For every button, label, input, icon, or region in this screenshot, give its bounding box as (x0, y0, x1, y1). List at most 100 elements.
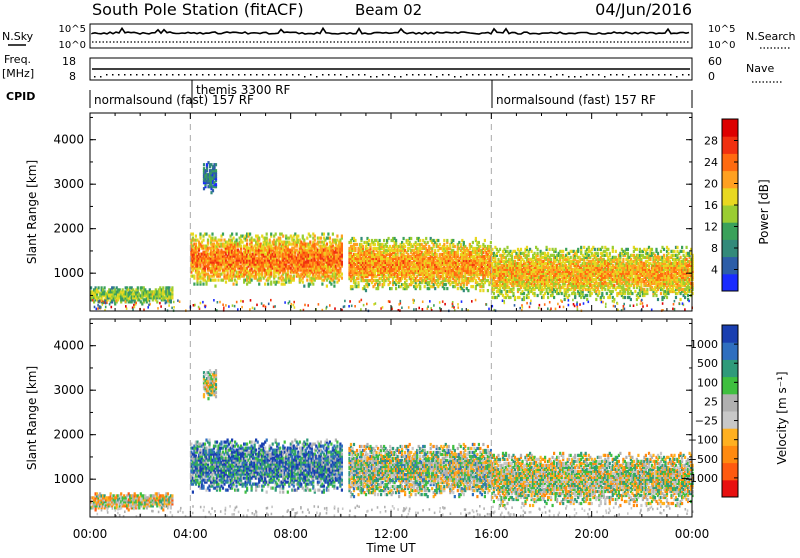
echo-cell (443, 239, 445, 242)
freq-panel: Freq. [MHz] 18 8 60 0 Nave (2, 53, 782, 83)
nave-dot (178, 74, 180, 76)
echo-cell (275, 233, 277, 236)
echo-cell (443, 287, 445, 290)
echo-cell (365, 289, 367, 292)
echo-cell (443, 243, 445, 246)
nave-dot (478, 74, 480, 76)
nave-dot (274, 74, 276, 76)
nsearch-tick-bottom: 10^0 (708, 40, 735, 51)
freq-label: Freq. (4, 53, 31, 66)
echo-cell (222, 233, 224, 236)
echo-cell (258, 283, 260, 286)
echo-cell (333, 281, 335, 284)
echo-cell (482, 289, 484, 292)
echo-cell (266, 233, 268, 236)
echo-cell (427, 241, 429, 244)
echo-cell (537, 294, 539, 297)
nave-dot (148, 74, 150, 76)
echo-cell (379, 281, 381, 284)
nave-dot (208, 74, 210, 76)
echo-cell (388, 237, 390, 240)
echo-cell (269, 239, 271, 242)
nave-dot (598, 74, 600, 76)
echo-cell (162, 286, 164, 289)
echo-cell (195, 235, 197, 238)
nave-dot (364, 74, 366, 76)
echo-cell (302, 235, 304, 238)
nave-dot (190, 74, 192, 76)
echo-cell (437, 239, 439, 242)
echo-cell (549, 248, 551, 251)
nsky-tick-bottom: 10^0 (59, 40, 86, 51)
echo-cell (518, 296, 520, 299)
echo-cell (472, 285, 474, 288)
nave-dot (250, 74, 252, 76)
date-label: 04/Jun/2016 (595, 0, 692, 19)
nave-dot (460, 76, 462, 78)
nave-dot (664, 74, 666, 76)
echo-cell (233, 237, 235, 240)
echo-cell (457, 287, 459, 290)
echo-cell (446, 239, 448, 242)
nave-dot (616, 74, 618, 76)
echo-cell (270, 233, 272, 236)
nave-dot (196, 74, 198, 76)
nave-label: Nave (746, 62, 774, 75)
echo-cell (362, 245, 364, 248)
echo-cell (526, 246, 528, 249)
cpid-row: CPID normalsound (fast) 157 RF themis 33… (6, 80, 692, 108)
nave-dot (586, 74, 588, 76)
echo-cell (171, 286, 173, 289)
echo-cell (333, 285, 335, 288)
nave-dot (328, 74, 330, 76)
echo-cell (383, 239, 385, 242)
echo-cell (460, 243, 462, 246)
echo-cell (410, 237, 412, 240)
echo-cell (207, 239, 209, 242)
echo-cell (195, 243, 197, 246)
nave-dot (334, 74, 336, 76)
nave-dot (226, 74, 228, 76)
freq-unit: [MHz] (2, 67, 34, 80)
echo-cell (403, 237, 405, 240)
echo-cell (199, 233, 201, 236)
freq-tick-bottom: 8 (69, 70, 76, 83)
echo-cell (565, 248, 567, 251)
echo-cell (341, 273, 343, 276)
echo-cell (479, 289, 481, 292)
echo-cell (193, 283, 195, 286)
echo-cell (264, 283, 266, 286)
echo-cell (258, 237, 260, 240)
nave-dot (544, 74, 546, 76)
nave-dot (118, 74, 120, 76)
echo-cell (302, 281, 304, 284)
nave-dot (382, 74, 384, 76)
nave-dot (166, 74, 168, 76)
nave-dot (388, 74, 390, 76)
echo-cell (293, 275, 295, 278)
echo-cell (225, 281, 227, 284)
echo-cell (512, 292, 514, 295)
nave-dot (142, 74, 144, 76)
echo-cell (199, 281, 201, 284)
noise-panel: N.Sky 10^5 10^0 10^5 10^0 N.Search (2, 24, 796, 51)
nave-dot (466, 74, 468, 76)
echo-cell (341, 277, 343, 280)
echo-cell (341, 235, 343, 238)
echo-cell (266, 237, 268, 240)
echo-cell (203, 163, 205, 166)
nave-dot (346, 76, 348, 78)
echo-cell (445, 283, 447, 286)
echo-cell (242, 241, 244, 244)
nave-dot (520, 74, 522, 76)
nave-dot (646, 74, 648, 76)
echo-cell (537, 248, 539, 251)
nsky-trace (92, 28, 689, 34)
echo-cell (309, 235, 311, 238)
echo-cell (506, 246, 508, 249)
nsky-label: N.Sky (2, 30, 34, 43)
nave-dot (658, 74, 660, 76)
echo-cell (561, 292, 563, 295)
echo-cell (395, 287, 397, 290)
echo-cell (336, 235, 338, 238)
